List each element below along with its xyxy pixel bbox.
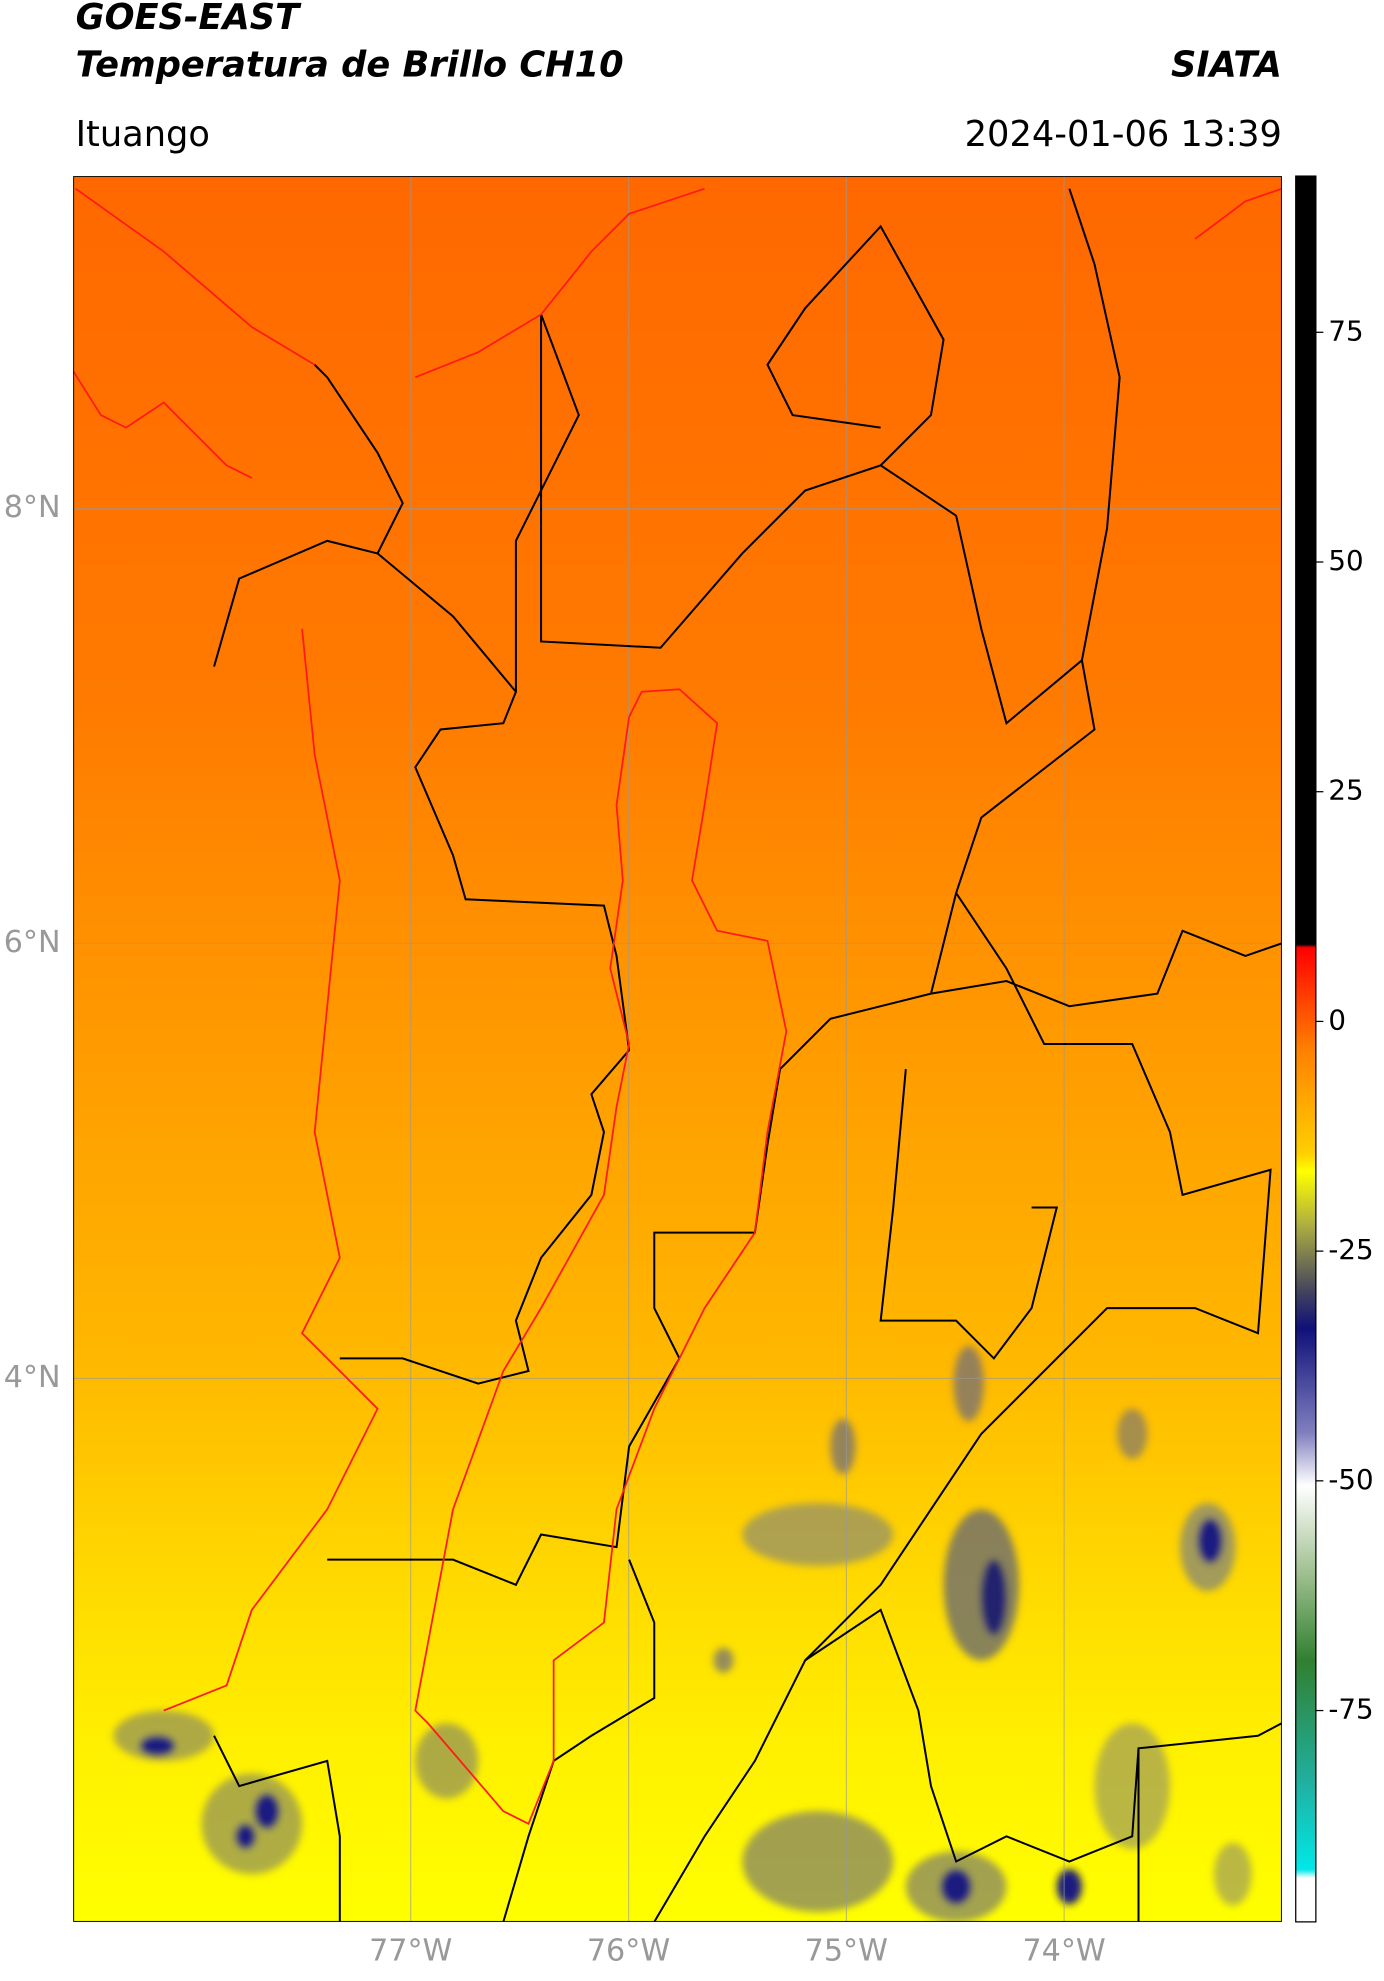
map-area [73, 176, 1282, 1922]
x-tick-label: 77°W [369, 1934, 452, 1969]
colorbar-tick-label: 75 [1328, 314, 1363, 347]
source: SIATA [1171, 45, 1282, 86]
subtitle: Temperatura de Brillo CH10 [76, 45, 624, 86]
y-tick-label: 8°N [4, 490, 61, 525]
y-tick-label: 4°N [4, 1360, 61, 1395]
colorbar-tick-label: 0 [1328, 1003, 1346, 1036]
x-tick-label: 75°W [805, 1934, 888, 1969]
colorbar [1295, 175, 1317, 1923]
borders [213, 188, 1282, 1922]
y-tick-label: 6°N [4, 925, 61, 960]
title: GOES-EAST [76, 0, 302, 38]
datetime: 2024-01-06 13:39 [965, 114, 1282, 155]
colorbar-tick-label: -75 [1328, 1693, 1373, 1726]
brightness-field [73, 176, 1282, 1922]
antioquia-outline [73, 187, 1282, 1825]
x-tick-label: 76°W [587, 1934, 670, 1969]
colorbar-tick-label: 50 [1328, 544, 1363, 577]
cold-clouds [113, 1345, 1252, 1922]
location: Ituango [76, 114, 210, 155]
x-tick-label: 74°W [1022, 1934, 1105, 1969]
colorbar-tick-label: 25 [1328, 774, 1363, 807]
colorbar-tick-label: -25 [1328, 1233, 1373, 1266]
colorbar-tick-label: -50 [1328, 1463, 1373, 1496]
axes: 77°W 76°W 75°W 74°W 8°N 6°N 4°N 75 50 25 0 -25 -50 -7… [4, 314, 1374, 1968]
